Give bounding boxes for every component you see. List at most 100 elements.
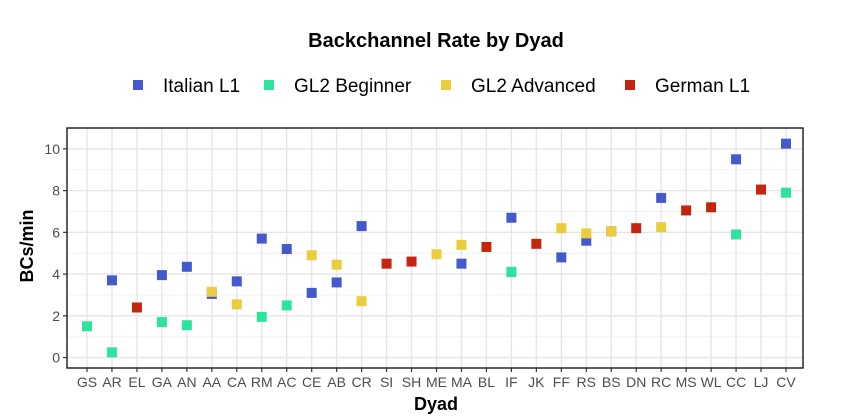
data-point [281, 300, 292, 311]
x-axis-title: Dyad [414, 394, 458, 414]
data-point [156, 270, 167, 281]
data-point [256, 311, 267, 322]
data-point [456, 239, 467, 250]
x-tick-label: CC [726, 374, 746, 390]
data-point [381, 258, 392, 269]
data-point [231, 276, 242, 287]
panel-border [66, 127, 804, 369]
data-point [531, 238, 542, 249]
x-tick-label: AA [202, 374, 221, 390]
x-tick-label: BL [478, 374, 495, 390]
legend-key [133, 80, 143, 90]
legend-key [264, 80, 274, 90]
x-tick-label: CE [302, 374, 321, 390]
data-point [82, 321, 92, 332]
data-point [481, 241, 492, 252]
x-tick-label: RC [651, 374, 671, 390]
data-point [756, 184, 767, 195]
x-tick-label: MA [451, 374, 473, 390]
data-point [181, 320, 192, 331]
legend-key [441, 80, 451, 90]
chart-title: Backchannel Rate by Dyad [308, 30, 564, 52]
x-tick-label: BS [602, 374, 621, 390]
data-point [556, 252, 567, 263]
data-point [106, 347, 117, 358]
x-tick-label: AN [177, 374, 196, 390]
data-point [131, 302, 142, 313]
legend-label: Italian L1 [163, 76, 240, 97]
x-tick-label: GS [77, 374, 97, 390]
data-point [656, 222, 667, 233]
data-point [581, 235, 592, 246]
data-point [356, 221, 367, 232]
data-point [356, 296, 367, 307]
legend-label: German L1 [655, 76, 750, 97]
data-point [606, 226, 617, 237]
data-point [281, 244, 292, 255]
data-point [506, 267, 517, 277]
x-tick-label: SH [402, 374, 421, 390]
legend-label: GL2 Advanced [471, 76, 596, 97]
y-tick-label: 6 [52, 224, 60, 240]
y-tick-label: 4 [52, 266, 60, 282]
data-point [206, 286, 217, 297]
y-tick-label: 8 [52, 183, 60, 199]
legend-item: GL2 Advanced [441, 76, 596, 97]
x-tick-label: RM [251, 374, 273, 390]
x-tick-label: MS [676, 374, 697, 390]
legend-item: Italian L1 [133, 76, 240, 97]
data-point [256, 233, 267, 244]
x-tick-label: EL [128, 374, 145, 390]
x-tick-label: AC [277, 374, 296, 390]
data-point [706, 202, 717, 213]
plot-area: 0 2 4 6 8 10 GS AR EL GA AN AA CA RM AC CE AB CR SI SH ME MA B… [44, 127, 804, 390]
x-tick-label: AR [102, 374, 121, 390]
x-tick-label: JK [528, 374, 545, 390]
x-tick-label: ME [426, 374, 447, 390]
x-tick-label: SI [380, 374, 393, 390]
x-tick-label: WL [701, 374, 722, 390]
x-tick-label: IF [505, 374, 517, 390]
data-point [506, 212, 517, 223]
data-point [581, 228, 592, 239]
y-tick-label: 2 [52, 308, 60, 324]
data-point [631, 223, 642, 234]
x-tick-label: LJ [754, 374, 769, 390]
data-point [556, 223, 567, 234]
x-tick-label: RS [577, 374, 596, 390]
x-tick-label: GA [152, 374, 173, 390]
data-point [331, 277, 342, 288]
legend-item: German L1 [625, 76, 750, 97]
data-point [431, 249, 442, 260]
x-tick-label: DN [626, 374, 646, 390]
legend-item: GL2 Beginner [264, 76, 412, 97]
data-point [456, 258, 467, 269]
data-point [181, 261, 192, 272]
y-axis-title: BCs/min [17, 209, 37, 282]
x-tick-label: FF [553, 374, 570, 390]
legend-key [625, 80, 635, 90]
data-point [781, 187, 791, 198]
data-point [781, 138, 791, 149]
x-tick-label: CR [351, 374, 371, 390]
x-tick-label: CA [227, 374, 247, 390]
data-point [306, 287, 317, 298]
data-point [656, 192, 667, 203]
data-point [156, 317, 167, 328]
data-point [406, 256, 417, 267]
data-point [231, 299, 242, 310]
data-point [731, 229, 742, 240]
legend: Italian L1 GL2 Beginner GL2 Advanced German… [133, 76, 750, 97]
data-point [681, 205, 692, 216]
data-point [306, 250, 317, 261]
data-point [331, 259, 342, 270]
y-tick-label: 0 [52, 350, 60, 366]
x-tick-label: CV [776, 374, 796, 390]
data-point [731, 154, 742, 165]
legend-label: GL2 Beginner [294, 76, 412, 97]
y-tick-label: 10 [44, 141, 60, 157]
x-tick-label: AB [327, 374, 346, 390]
data-point [106, 275, 117, 286]
